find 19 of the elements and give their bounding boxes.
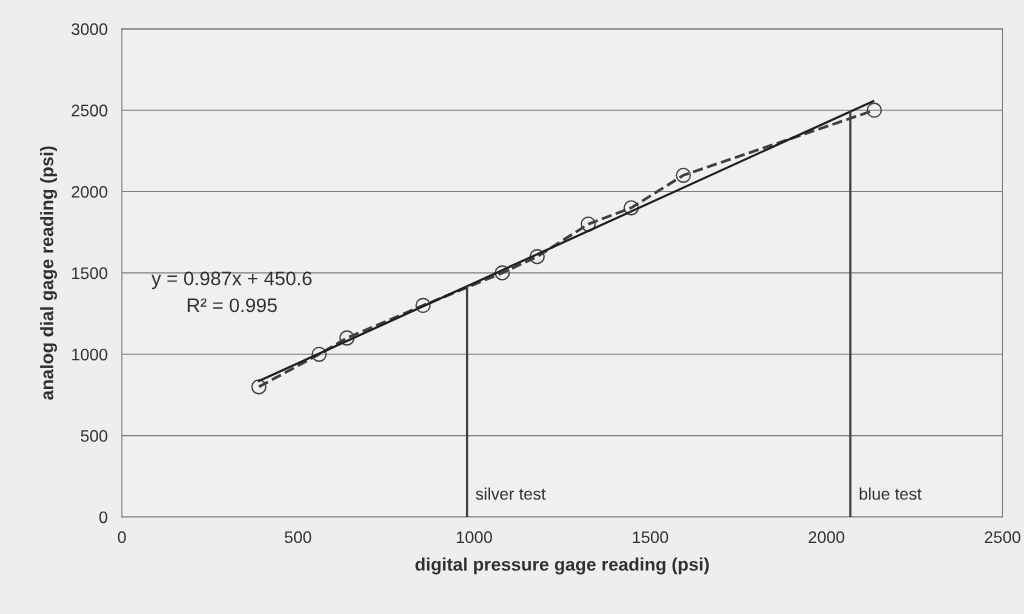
- series-label: silver test: [475, 487, 546, 500]
- y-tick-label: 3000: [71, 23, 108, 36]
- x-tick-label: 2500: [984, 531, 1021, 544]
- x-tick-label: 1500: [632, 531, 669, 544]
- x-tick-label: 500: [284, 531, 312, 544]
- y-tick-label: 1500: [72, 267, 108, 280]
- y-tick-label: 500: [80, 430, 108, 442]
- annotation: R² = 0.995: [187, 298, 277, 313]
- y-axis-title: analog dial gage reading (psi): [40, 146, 58, 400]
- y-tick-label: 2500: [71, 104, 108, 117]
- y-tick-label: 2000: [71, 185, 108, 198]
- x-tick-label: 1000: [456, 531, 492, 544]
- series-label: blue test: [859, 487, 922, 500]
- annotation: y = 0.987x + 450.6: [151, 271, 312, 290]
- x-axis-title: digital pressure gage reading (psi): [415, 557, 709, 575]
- x-tick-label: 0: [117, 531, 126, 544]
- x-tick-label: 2000: [808, 531, 845, 544]
- y-tick-label: 1000: [72, 348, 108, 361]
- y-tick-label: 0: [99, 511, 108, 524]
